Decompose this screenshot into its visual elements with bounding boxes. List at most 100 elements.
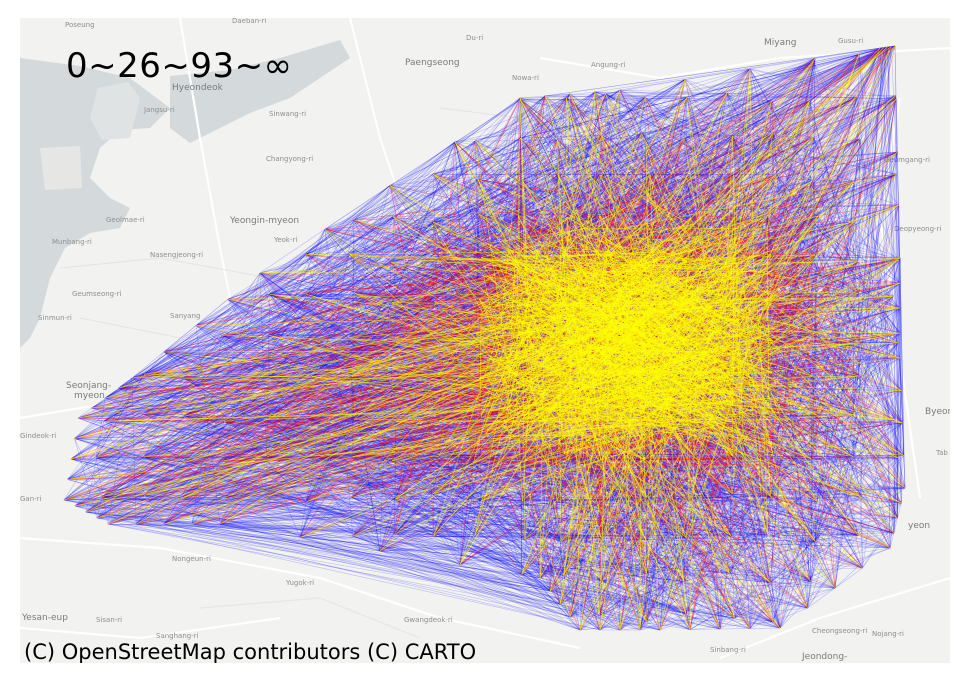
edge-low <box>265 496 732 536</box>
edge-low <box>899 357 905 456</box>
edge-low <box>521 46 892 181</box>
edge-low <box>227 216 394 300</box>
edge-low <box>897 257 901 519</box>
edge-low <box>143 495 353 537</box>
edge-low <box>107 523 661 631</box>
edge-low <box>523 68 751 299</box>
edge-low <box>809 100 906 489</box>
edge-low <box>143 456 523 502</box>
place-label: Munbang-ri <box>52 238 92 246</box>
edge-low <box>223 421 686 614</box>
edge-low <box>183 462 771 497</box>
edge-low <box>219 455 904 525</box>
edge-low <box>858 46 892 377</box>
edge-low <box>433 45 896 537</box>
edge-low <box>221 335 571 618</box>
edge-low <box>266 294 271 457</box>
edge-low <box>70 458 902 504</box>
edge-low <box>269 46 888 295</box>
edge-low <box>549 573 647 592</box>
edge-low <box>183 257 482 463</box>
edge-low <box>353 135 603 420</box>
edge-low <box>104 97 567 399</box>
edge-low <box>219 523 891 549</box>
edge-low <box>104 97 521 399</box>
edge-low <box>225 293 355 382</box>
edge-low <box>305 501 691 630</box>
edge-low <box>749 390 902 629</box>
edge-low <box>221 335 439 376</box>
edge-low <box>394 95 546 500</box>
edge-low <box>70 93 571 460</box>
edge-low <box>391 133 773 303</box>
place-label: yeon <box>908 521 930 531</box>
edge-low <box>645 307 901 540</box>
edge-low <box>118 254 350 389</box>
edge-low <box>195 173 434 326</box>
edge-low <box>91 407 581 631</box>
edge-low <box>269 261 391 295</box>
edge-low <box>544 93 571 97</box>
edge-low <box>131 377 308 418</box>
edge-low <box>74 505 561 605</box>
network-edges <box>63 45 906 631</box>
edge-low <box>143 414 853 496</box>
edge-low <box>897 204 900 519</box>
edge-low <box>266 91 596 458</box>
place-label: Jeondong- <box>801 652 847 662</box>
edge-low <box>351 376 381 552</box>
edge-low <box>221 335 524 420</box>
edge-low <box>312 133 642 341</box>
edge-low <box>389 97 567 186</box>
edge-low <box>601 580 721 630</box>
edge-low <box>74 79 686 439</box>
edge-low <box>767 46 888 535</box>
edge-low <box>432 493 551 592</box>
place-label: Nowa-ri <box>512 74 539 82</box>
edge-low <box>143 177 687 375</box>
edge-low <box>107 523 816 542</box>
edge-low <box>299 537 730 574</box>
edge-low <box>390 47 881 263</box>
map-frame[interactable]: Poseung Daeban-ri Du-ri Miyang Gusu-ri Paengs… <box>20 18 950 663</box>
edge-low <box>183 462 891 549</box>
edge-low <box>219 487 906 525</box>
edge-low <box>85 421 104 513</box>
edge-low <box>389 185 899 206</box>
edge-low <box>74 302 393 439</box>
edge-low <box>118 219 355 389</box>
edge-low <box>454 135 733 143</box>
edge-low <box>814 46 892 334</box>
edge-low <box>183 254 307 379</box>
edge-low <box>389 139 558 186</box>
edge-low <box>74 185 391 439</box>
place-label: Gwangdeok-ri <box>404 616 453 624</box>
edge-low <box>225 272 261 382</box>
edge-low <box>896 98 903 424</box>
edge-low <box>816 487 906 502</box>
edge-low <box>432 141 456 175</box>
edge-low <box>77 298 480 419</box>
edge-low <box>266 419 561 605</box>
place-label: Deopyeong-ri <box>894 225 941 233</box>
edge-low <box>70 89 621 460</box>
edge-low <box>219 523 808 609</box>
edge-low <box>349 173 897 255</box>
edge-low <box>259 185 391 274</box>
place-label: Paengseong <box>405 58 460 68</box>
edge-low <box>219 453 774 525</box>
edge-low <box>259 272 313 341</box>
edge-low <box>307 417 525 540</box>
edge-low <box>143 47 884 375</box>
edge-low <box>131 377 354 537</box>
edge-low <box>259 272 581 631</box>
edge-low <box>74 501 307 507</box>
edge-low <box>266 419 773 623</box>
edge-low <box>143 141 456 375</box>
edge-low <box>879 47 891 549</box>
edge-low <box>96 457 381 552</box>
edge-low <box>817 47 881 217</box>
edge-low <box>223 97 521 462</box>
place-label: Tab <box>935 449 948 457</box>
